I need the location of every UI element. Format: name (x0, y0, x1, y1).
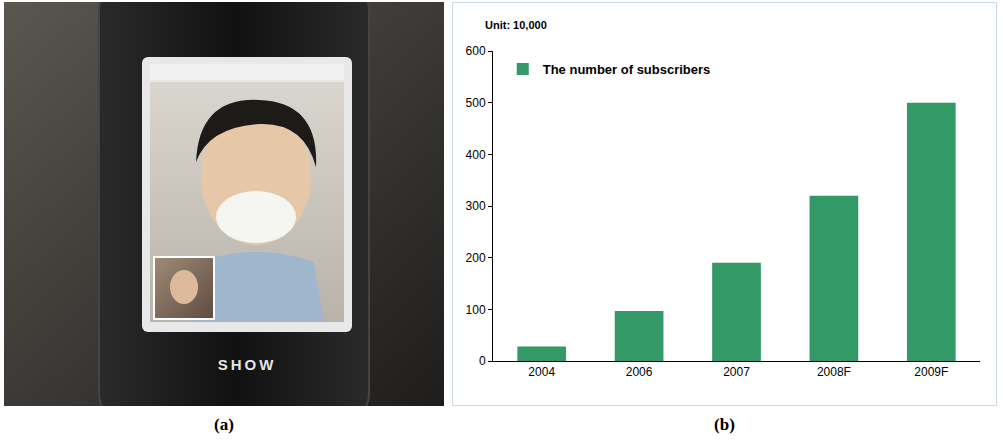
svg-text:400: 400 (466, 148, 486, 162)
svg-text:2004: 2004 (528, 365, 555, 379)
html-text:(b): (b) (714, 415, 735, 434)
svg-text:The number of subscribers: The number of subscribers (543, 62, 711, 77)
svg-text:2006: 2006 (626, 365, 653, 379)
svg-text:600: 600 (466, 44, 486, 58)
html-text:(a): (a) (214, 415, 234, 434)
svg-text:500: 500 (466, 96, 486, 110)
svg-text:2009F: 2009F (914, 365, 948, 379)
svg-text:2007: 2007 (723, 365, 750, 379)
svg-text:0: 0 (479, 354, 486, 368)
svg-text:100: 100 (466, 303, 486, 317)
svg-text:Unit: 10,000: Unit: 10,000 (485, 19, 547, 31)
svg-text:200: 200 (466, 251, 486, 265)
svg-text:300: 300 (466, 199, 486, 213)
svg-text:2008F: 2008F (817, 365, 851, 379)
svg-text:SHOW: SHOW (218, 356, 277, 373)
